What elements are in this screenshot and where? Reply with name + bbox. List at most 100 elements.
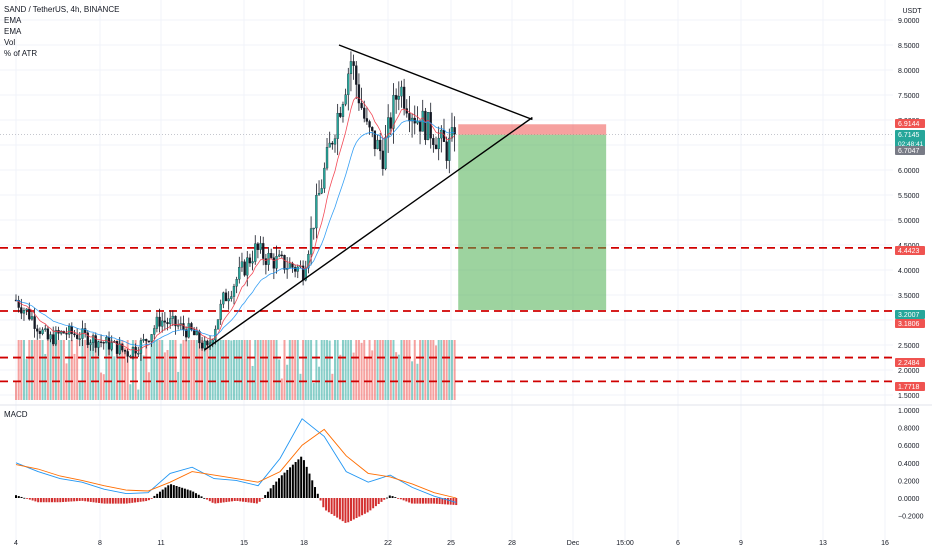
ema-lines xyxy=(15,96,455,352)
macd-histogram-bar xyxy=(59,498,62,503)
candle-up xyxy=(232,283,236,305)
indicator-ema-1[interactable]: EMA xyxy=(4,16,22,25)
macd-histogram-bar xyxy=(408,498,411,503)
macd-histogram-bar xyxy=(78,498,81,501)
volume-bar xyxy=(442,340,445,400)
ema-fast-line xyxy=(15,96,455,352)
volume-bar xyxy=(405,340,408,400)
candle-body xyxy=(126,351,129,357)
macd-histogram-bar xyxy=(106,498,109,504)
candle-down xyxy=(408,95,411,133)
macd-histogram-bar xyxy=(421,498,424,504)
candle-body xyxy=(325,147,329,169)
candle-body xyxy=(121,343,124,351)
price-tick: 4.0000 xyxy=(898,268,920,275)
candle-down xyxy=(434,136,438,150)
candle-body xyxy=(312,227,315,230)
candle-body xyxy=(97,341,100,348)
volume-bar xyxy=(299,373,302,400)
candle-down xyxy=(200,336,204,351)
volume-bar xyxy=(46,340,49,400)
triangle-upper-line xyxy=(338,44,533,121)
candle-down xyxy=(293,264,297,278)
candle-up xyxy=(437,126,440,161)
candle-body xyxy=(288,263,291,269)
candle-body xyxy=(315,195,318,229)
candle-body xyxy=(206,340,209,346)
price-badge: 6.7145 02:48:41 xyxy=(895,130,925,148)
macd-histogram-bar xyxy=(211,498,214,503)
volume-bar xyxy=(89,340,92,400)
volume-bar xyxy=(248,340,251,400)
candle-body xyxy=(397,95,400,100)
macd-histogram-bar xyxy=(183,488,186,498)
macd-histogram-bar xyxy=(261,498,264,499)
macd-histogram-bar xyxy=(217,498,220,504)
macd-histogram-bar xyxy=(410,498,413,504)
candle-up xyxy=(333,134,337,153)
candle-body xyxy=(52,334,55,345)
volume-bar xyxy=(251,365,254,400)
volume-bar xyxy=(153,340,156,400)
candle-down xyxy=(83,323,87,338)
volume-bar xyxy=(270,340,273,400)
macd-label[interactable]: MACD xyxy=(4,410,28,419)
candle-up xyxy=(328,131,331,148)
indicator-ema-2[interactable]: EMA xyxy=(4,27,22,36)
volume-bar xyxy=(163,352,166,400)
volume-bar xyxy=(264,340,267,400)
price-badge-text: 2.2484 xyxy=(898,360,920,367)
volume-bar xyxy=(387,340,390,400)
candle-down xyxy=(445,136,448,169)
volume-bar xyxy=(352,352,355,400)
candle-body xyxy=(219,303,222,320)
candle-up xyxy=(150,334,153,347)
macd-histogram-bar xyxy=(100,498,103,504)
price-tick: 8.0000 xyxy=(898,68,920,75)
candle-body xyxy=(20,307,23,314)
macd-histogram-bar xyxy=(374,498,377,507)
candle-body xyxy=(99,341,103,343)
price-badge-bg xyxy=(895,130,925,148)
volume-bar xyxy=(320,340,323,400)
macd-histogram-bar xyxy=(95,498,98,503)
price-axis: 9.00008.50008.00007.50007.00006.50006.00… xyxy=(895,18,925,400)
candle-down xyxy=(248,253,252,267)
candle-body xyxy=(145,339,148,342)
candle-body xyxy=(381,150,385,170)
candle-body xyxy=(363,107,366,119)
candle-body xyxy=(190,323,193,330)
candle-down xyxy=(158,308,161,333)
volume-bar xyxy=(392,340,395,400)
macd-histogram-bar xyxy=(64,498,67,502)
candle-body xyxy=(453,127,456,135)
candle-body xyxy=(118,343,121,354)
candle-body xyxy=(384,137,387,170)
volume-bar xyxy=(155,340,158,400)
volume-bar xyxy=(57,340,60,400)
price-tick: 9.0000 xyxy=(898,18,920,25)
candle-down xyxy=(429,102,432,149)
volume-bar xyxy=(339,354,342,400)
indicator-vol[interactable]: Vol xyxy=(4,38,16,47)
price-badge-bg xyxy=(895,119,925,128)
price-badge-text: 6.7047 xyxy=(898,148,920,155)
macd-histogram-bar xyxy=(170,484,173,498)
symbol-title[interactable]: SAND / TetherUS, 4h, BINANCE xyxy=(4,5,120,14)
candle-up xyxy=(285,257,289,279)
volume-bar xyxy=(28,340,31,400)
macd-histogram-bar xyxy=(441,498,444,505)
candle-body xyxy=(184,329,188,338)
volume-bar xyxy=(60,340,63,400)
indicator-atr[interactable]: % of ATR xyxy=(4,49,38,58)
volume-bar xyxy=(49,340,52,400)
candle-up xyxy=(25,308,28,316)
macd-histogram-bar xyxy=(366,498,369,513)
price-tick: 2.5000 xyxy=(898,343,920,350)
price-badge: 3.2007 xyxy=(895,310,925,319)
candle-body xyxy=(400,86,403,97)
price-badge: 6.7047 xyxy=(895,146,925,155)
macd-histogram-bar xyxy=(117,498,120,504)
candle-body xyxy=(68,325,71,335)
